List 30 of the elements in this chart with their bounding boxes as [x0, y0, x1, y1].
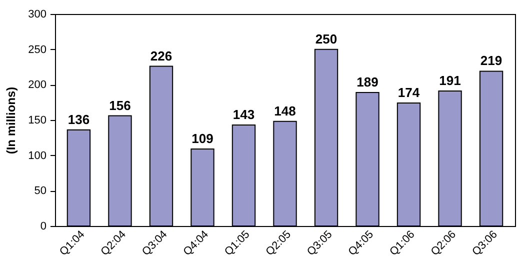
data-label: 148 — [274, 103, 296, 118]
data-label: 191 — [439, 73, 461, 88]
data-label: 189 — [356, 74, 378, 90]
y-tick-label: 100 — [28, 150, 46, 162]
bar — [479, 70, 504, 226]
y-axis-title: (In millions) — [4, 86, 18, 154]
data-label: 109 — [192, 130, 214, 146]
bar — [149, 66, 174, 226]
data-label: 136 — [68, 112, 90, 127]
bar — [438, 90, 462, 226]
bar — [232, 124, 256, 226]
bar — [190, 148, 214, 226]
bar — [108, 115, 132, 226]
y-tick-label: 50 — [34, 185, 46, 198]
data-label: 226 — [150, 48, 172, 64]
y-tick-label: 300 — [28, 8, 46, 20]
bar — [66, 129, 91, 226]
bar — [396, 102, 421, 226]
y-tick-label: 150 — [28, 114, 46, 126]
y-tick-label: 0 — [40, 220, 46, 232]
y-tick-label: 200 — [28, 79, 46, 92]
data-label: 143 — [232, 106, 255, 122]
y-tick-label: 250 — [28, 44, 46, 56]
data-label: 219 — [480, 53, 502, 68]
data-label: 174 — [398, 85, 420, 100]
bar — [314, 48, 338, 226]
data-label: 156 — [109, 98, 131, 113]
data-label: 250 — [315, 31, 338, 46]
bar — [356, 92, 380, 226]
bar — [273, 120, 297, 226]
